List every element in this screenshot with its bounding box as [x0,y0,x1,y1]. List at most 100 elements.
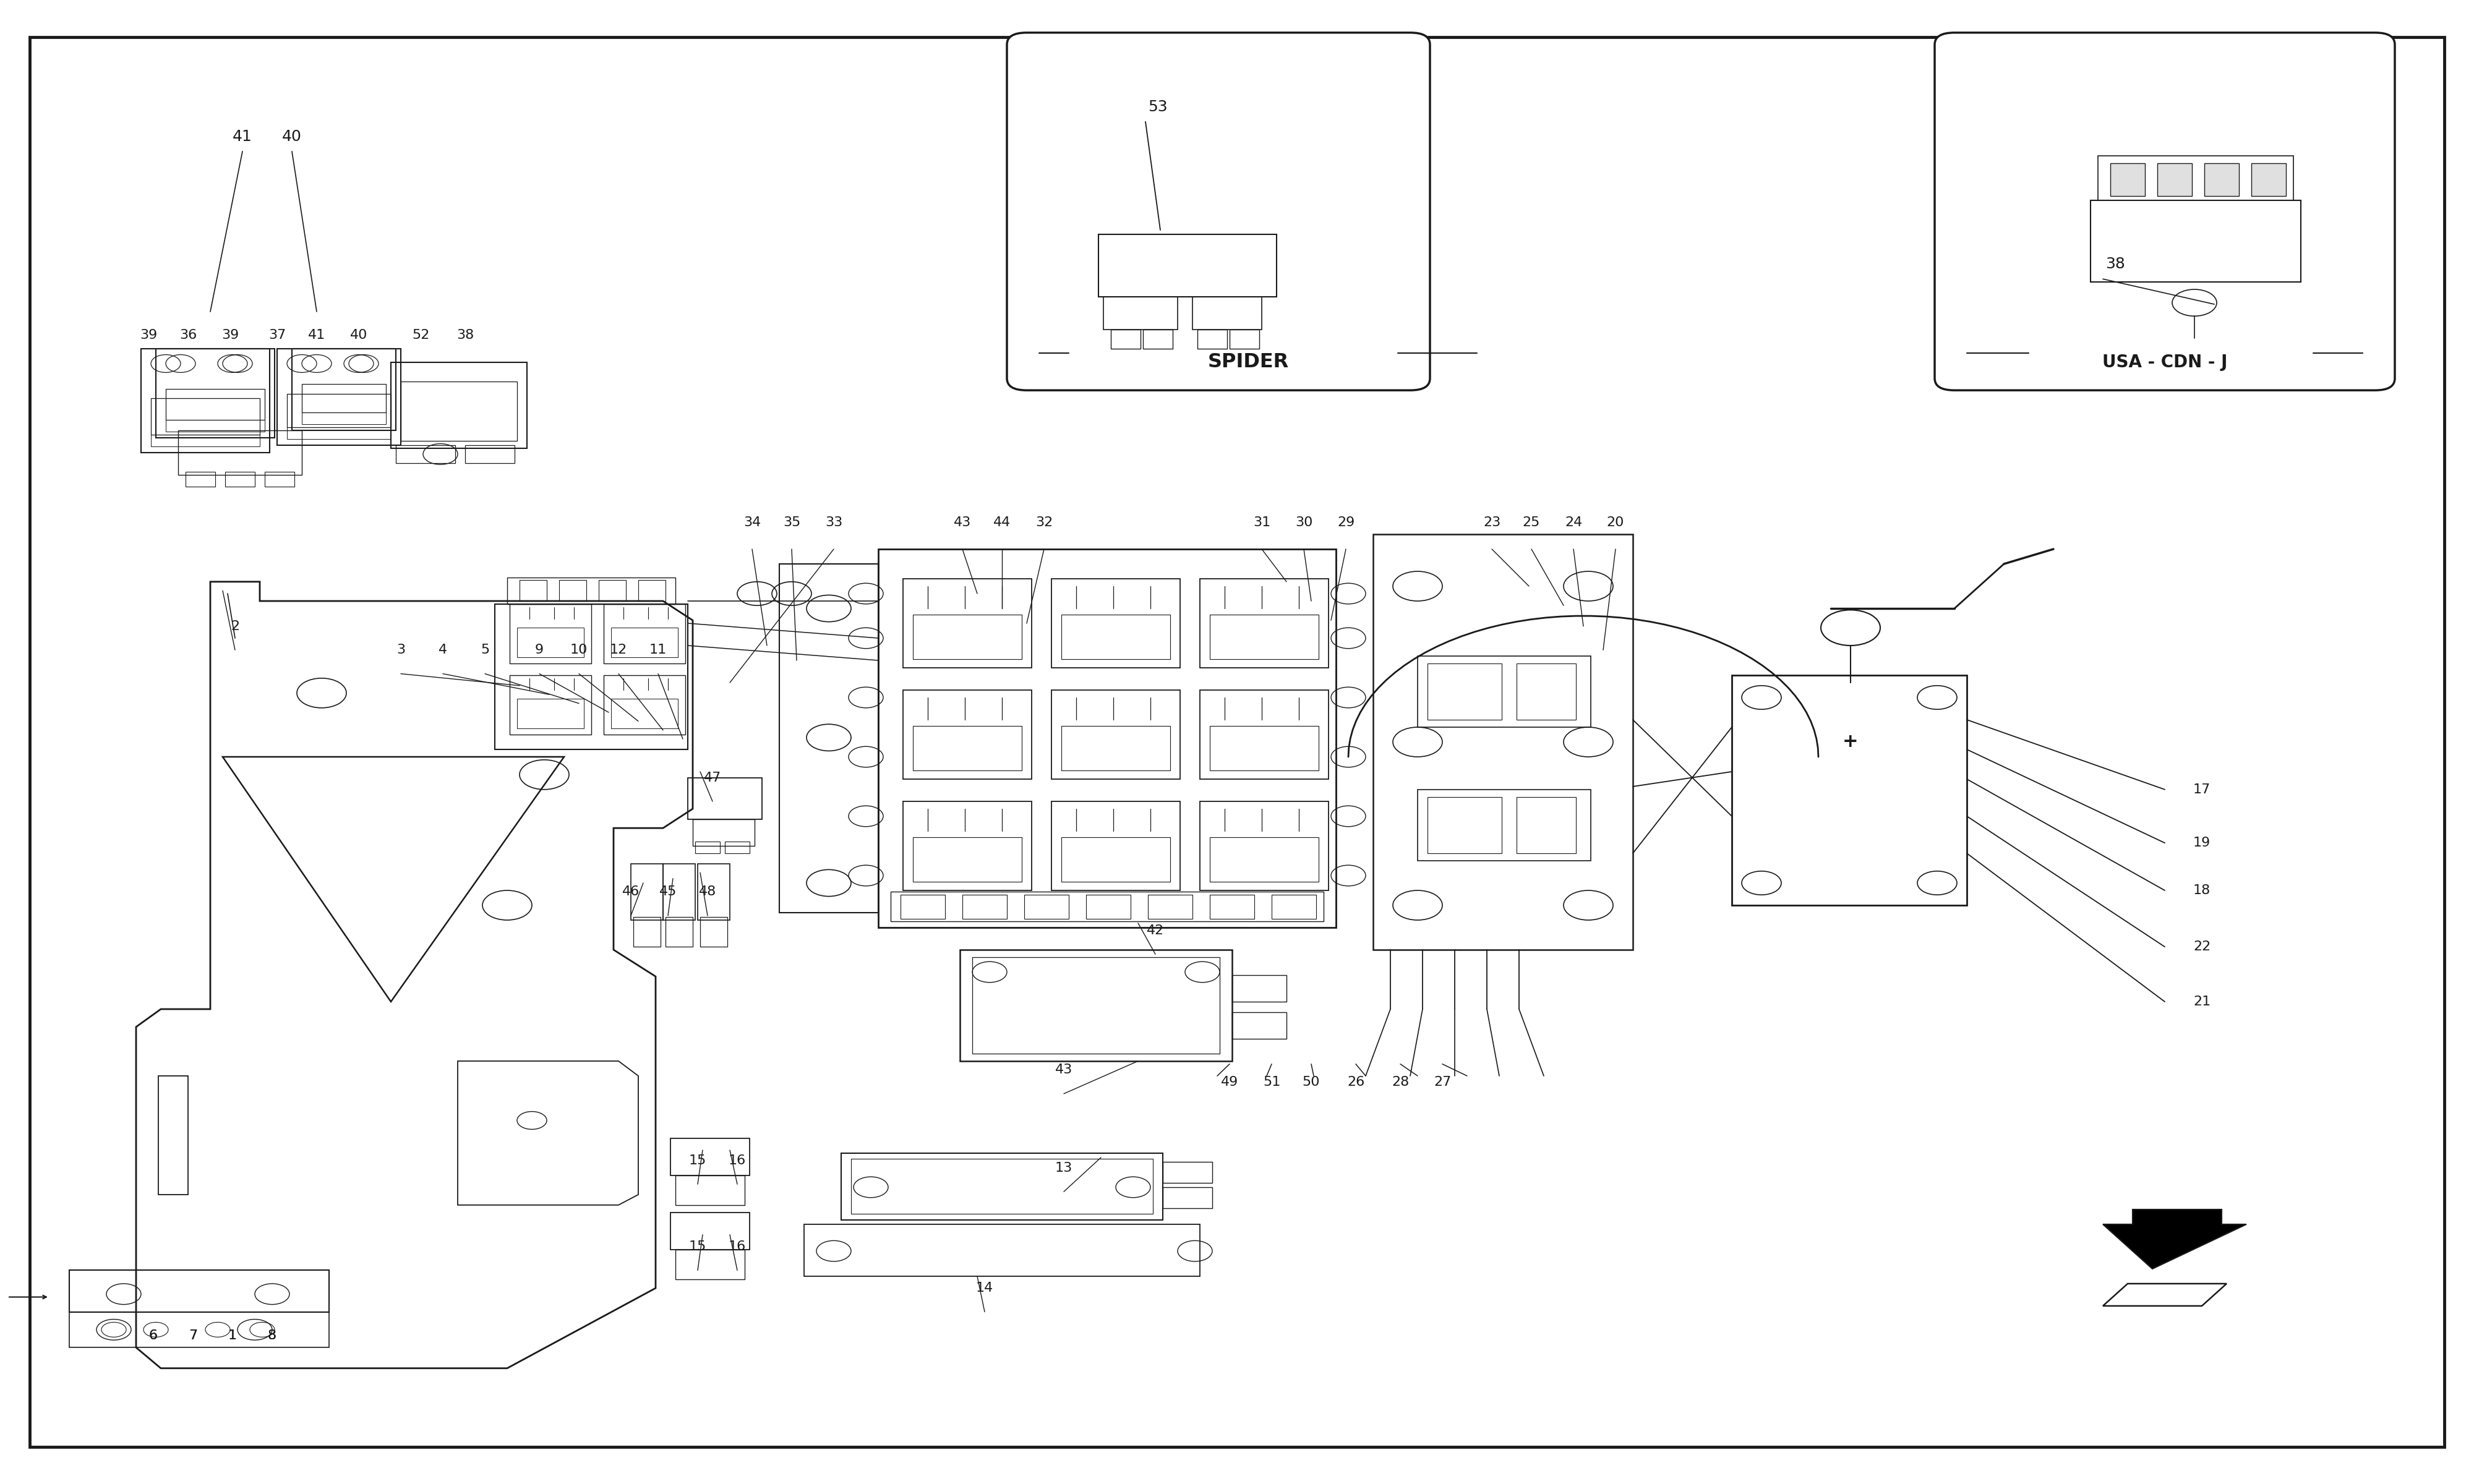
Text: SPIDER: SPIDER [1207,353,1289,371]
Bar [1210,726,1319,770]
Bar [1373,534,1633,950]
Bar [972,957,1220,1054]
Text: +: + [1843,733,1858,751]
Bar [2098,156,2293,200]
Text: 38: 38 [455,329,475,341]
Bar [510,604,591,663]
Text: 35: 35 [782,516,802,528]
Bar [302,413,386,424]
Bar [465,445,515,463]
Bar [2251,163,2286,196]
Text: 8: 8 [267,1330,277,1342]
FancyBboxPatch shape [1007,33,1430,390]
Bar [401,381,517,441]
Bar [1272,895,1316,919]
Text: 36: 36 [178,329,198,341]
Text: 10: 10 [569,644,589,656]
Text: 21: 21 [2192,996,2212,1008]
Text: 25: 25 [1522,516,1541,528]
Bar [1232,975,1286,1002]
Text: 11: 11 [648,644,668,656]
Bar [277,349,401,445]
Bar [292,349,396,430]
Bar [633,917,661,947]
Bar [1210,614,1319,659]
Bar [1210,837,1319,881]
Text: 15: 15 [688,1241,708,1252]
Bar [1061,614,1170,659]
Bar [962,895,1007,919]
Polygon shape [458,1061,638,1205]
Bar [1232,1012,1286,1039]
Text: 27: 27 [1432,1076,1452,1088]
Bar [225,472,255,487]
Text: 53: 53 [1148,99,1168,114]
Bar [287,393,391,427]
Text: 6: 6 [148,1330,158,1342]
Text: 41: 41 [233,129,252,144]
Text: 6: 6 [148,1330,158,1342]
Bar [151,435,260,447]
Bar [631,864,663,920]
Bar [69,1270,329,1312]
Bar [611,699,678,729]
Bar [1061,837,1170,881]
Bar [2204,163,2239,196]
Text: 50: 50 [1301,1076,1321,1088]
Bar [1427,797,1502,853]
Bar [604,604,685,663]
Text: 38: 38 [2105,257,2125,272]
Bar [1517,797,1576,853]
Bar [396,445,455,463]
Text: 9: 9 [534,644,544,656]
Bar [156,349,275,438]
Bar [1163,1162,1212,1183]
Text: 1: 1 [228,1330,238,1342]
Bar [611,628,678,657]
Bar [178,430,302,475]
Text: 20: 20 [1606,516,1625,528]
Text: 2: 2 [230,620,240,632]
Bar [186,472,215,487]
Bar [700,917,727,947]
Polygon shape [223,757,564,1002]
Bar [1197,329,1227,349]
Bar [1051,579,1180,668]
Bar [1051,801,1180,890]
Bar [913,837,1022,881]
Text: 26: 26 [1346,1076,1366,1088]
Bar [507,577,675,604]
Text: 39: 39 [220,329,240,341]
Text: 30: 30 [1294,516,1314,528]
Bar [69,1312,329,1347]
Bar [841,1153,1163,1220]
FancyBboxPatch shape [1935,33,2395,390]
Text: 14: 14 [975,1282,995,1294]
Bar [666,917,693,947]
Bar [604,675,685,735]
Bar [599,580,626,601]
Bar [1427,663,1502,720]
Text: 33: 33 [824,516,844,528]
Text: 16: 16 [727,1155,747,1166]
Bar [1200,801,1329,890]
Text: 40: 40 [282,129,302,144]
Bar [903,801,1032,890]
Text: 18: 18 [2192,884,2212,896]
Text: 46: 46 [621,886,641,898]
Polygon shape [2103,1209,2246,1269]
Bar [495,604,688,749]
Bar [1192,297,1262,329]
Bar [903,690,1032,779]
Bar [151,398,260,435]
Text: 51: 51 [1262,1076,1282,1088]
Bar [804,1224,1200,1276]
Bar [1098,234,1277,297]
Text: 7: 7 [188,1330,198,1342]
Bar [1024,895,1069,919]
Text: 42: 42 [1145,925,1165,936]
Text: 40: 40 [349,329,369,341]
Bar [913,614,1022,659]
Text: 8: 8 [267,1330,277,1342]
Text: 45: 45 [658,886,678,898]
